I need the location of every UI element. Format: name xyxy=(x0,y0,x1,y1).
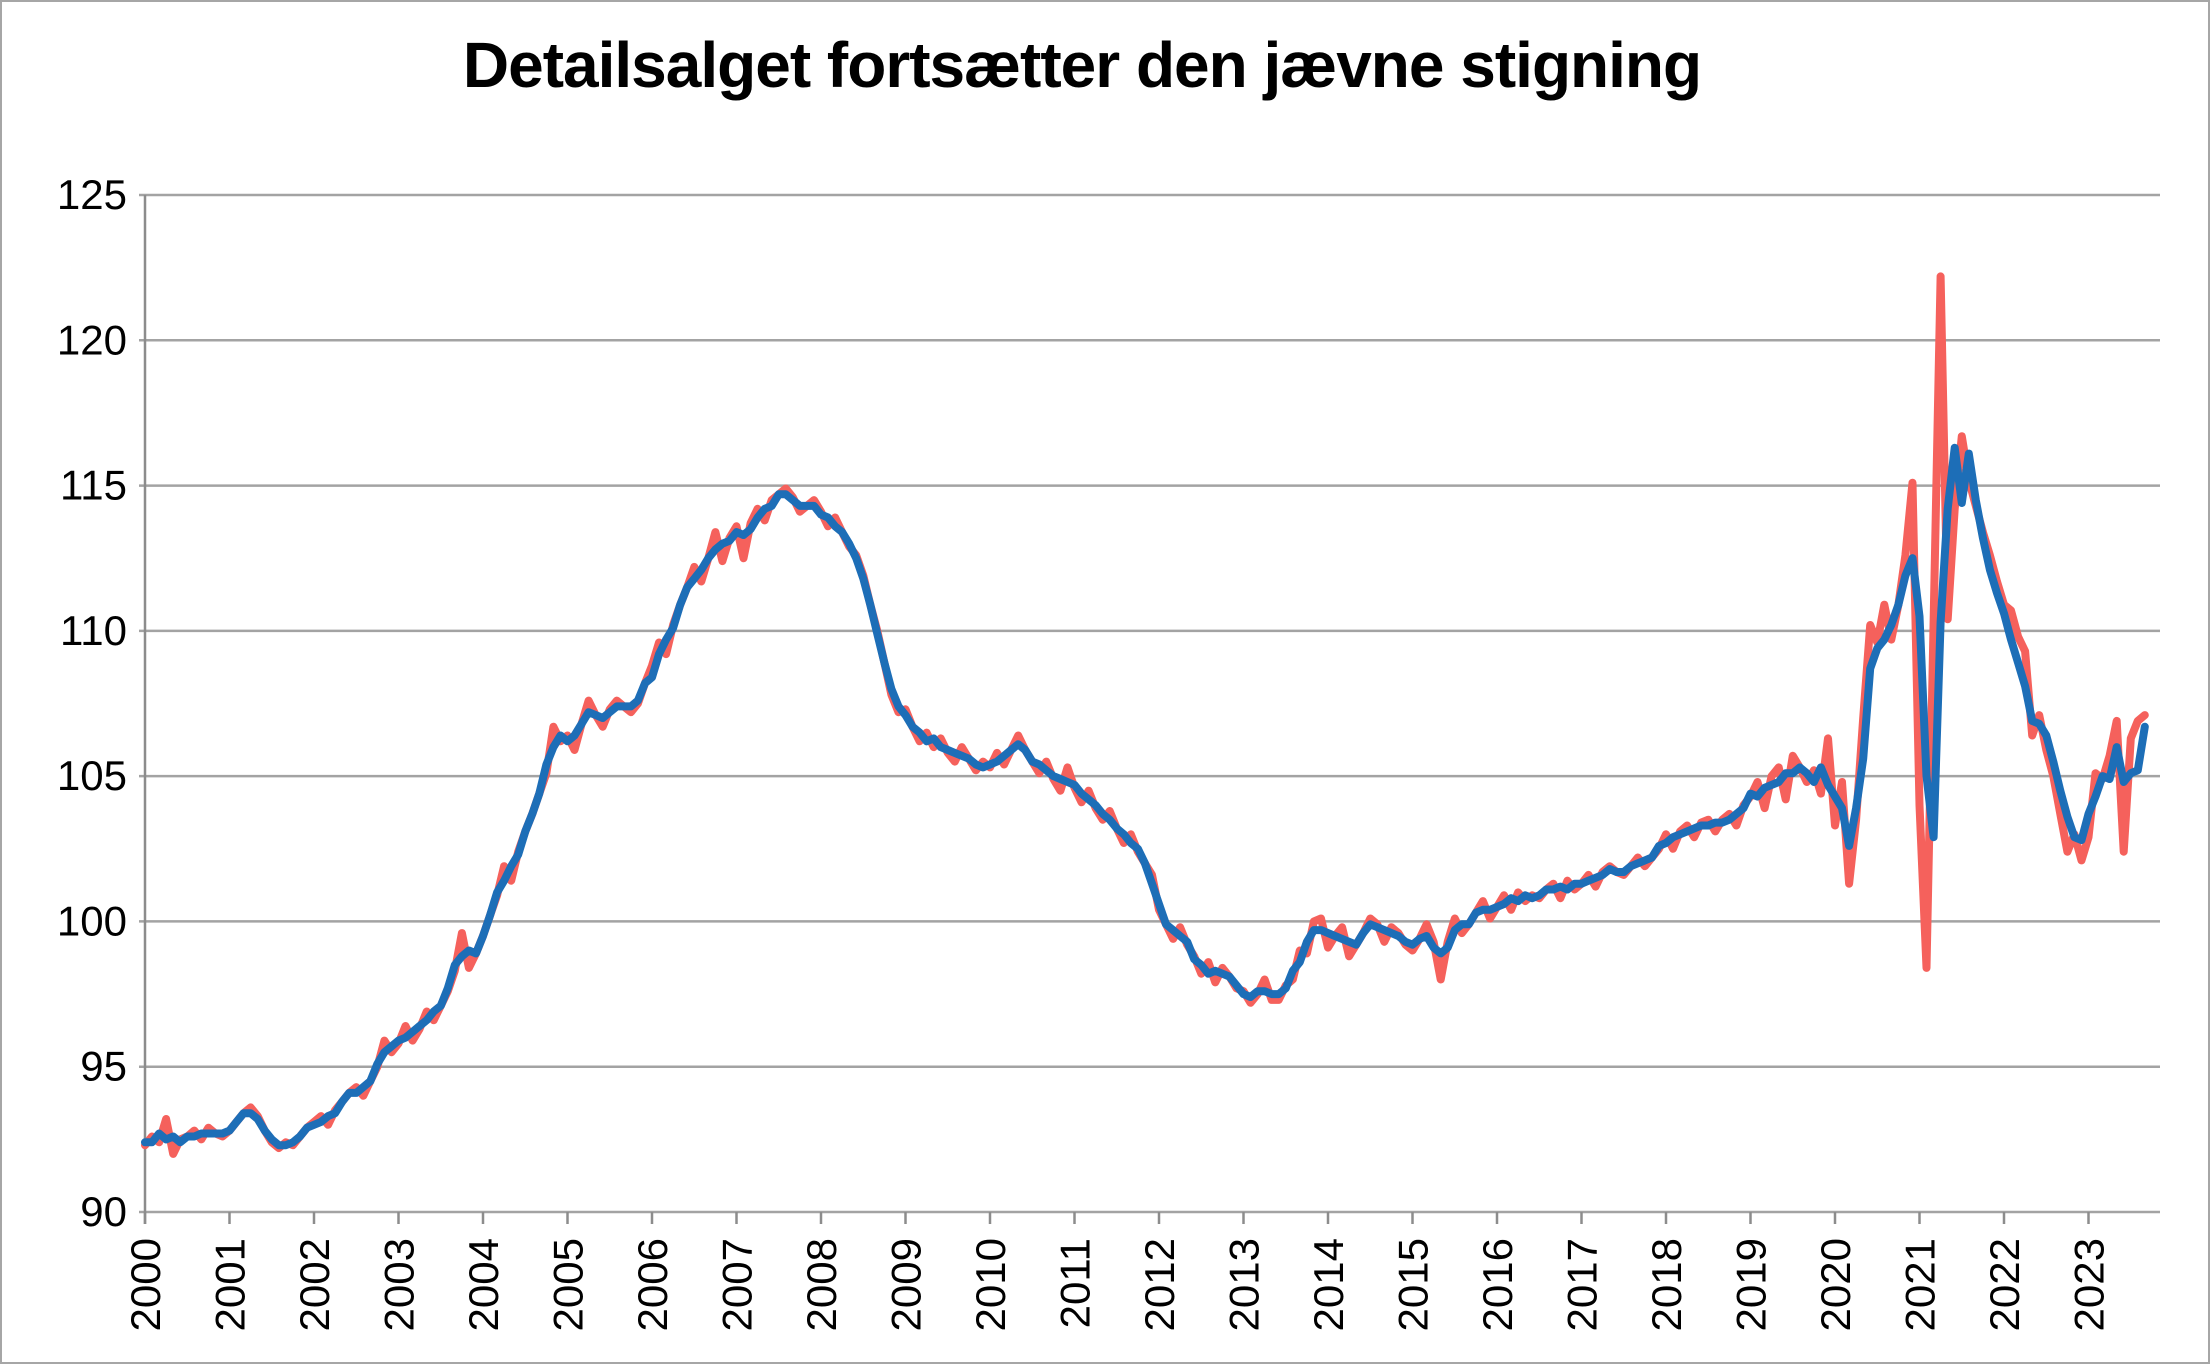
x-tick-label: 2021 xyxy=(1897,1238,1944,1331)
y-tick-label: 125 xyxy=(57,171,127,218)
x-tick-label: 2013 xyxy=(1221,1238,1268,1331)
x-tick-label: 2012 xyxy=(1136,1238,1183,1331)
x-tick-label: 2022 xyxy=(1981,1238,2028,1331)
chart-title: Detailsalget fortsætter den jævne stigni… xyxy=(462,29,1702,101)
y-tick-label: 100 xyxy=(57,897,127,944)
y-tick-label: 105 xyxy=(57,752,127,799)
x-tick-label: 2002 xyxy=(291,1238,338,1331)
x-tick-label: 2005 xyxy=(545,1238,592,1331)
red-series-line xyxy=(141,272,2149,1158)
x-tick-label: 2004 xyxy=(460,1238,507,1331)
x-tick-label: 2011 xyxy=(1052,1238,1099,1328)
y-tick-label: 90 xyxy=(80,1188,127,1235)
y-tick-label: 120 xyxy=(57,316,127,363)
x-tick-label: 2000 xyxy=(122,1238,169,1331)
x-tick-label: 2009 xyxy=(883,1238,930,1331)
x-tick-label: 2019 xyxy=(1728,1238,1775,1331)
x-tick-label: 2018 xyxy=(1643,1238,1690,1331)
x-tick-label: 2015 xyxy=(1390,1238,1437,1331)
x-tick-label: 2003 xyxy=(376,1238,423,1331)
x-tick-label: 2017 xyxy=(1559,1238,1606,1331)
x-tick-label: 2010 xyxy=(967,1238,1014,1331)
x-tick-label: 2023 xyxy=(2066,1238,2113,1331)
y-tick-label: 110 xyxy=(60,607,127,654)
x-tick-label: 2014 xyxy=(1305,1238,1352,1331)
x-tick-label: 2016 xyxy=(1474,1238,1521,1331)
x-tick-label: 2008 xyxy=(798,1238,845,1331)
y-tick-label: 115 xyxy=(60,462,127,509)
x-tick-label: 2007 xyxy=(714,1238,761,1331)
blue-series-line xyxy=(141,443,2149,1150)
x-tick-label: 2020 xyxy=(1812,1238,1859,1331)
x-tick-label: 2001 xyxy=(207,1238,254,1331)
x-tick-label: 2006 xyxy=(629,1238,676,1331)
y-tick-label: 95 xyxy=(80,1043,127,1090)
